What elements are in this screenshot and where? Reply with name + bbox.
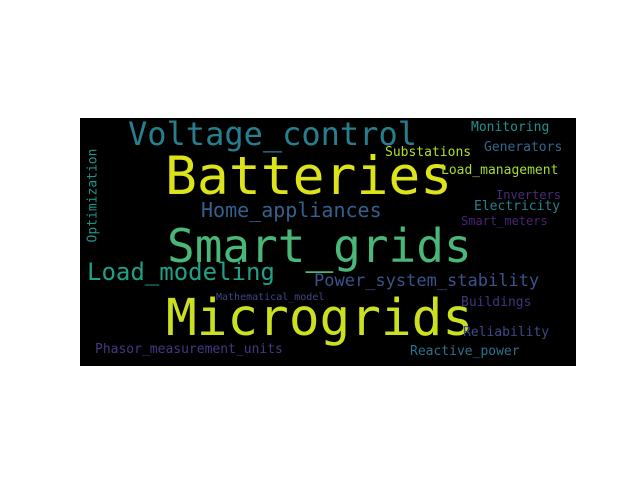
word-generators: Generators: [484, 140, 563, 155]
word-mathematical-model: Mathematical_model: [216, 292, 325, 303]
word-buildings: Buildings: [461, 295, 532, 310]
word-load-modeling: Load_modeling: [87, 258, 275, 286]
word-voltage-control: Voltage_control: [128, 118, 417, 153]
word-optimization: Optimization: [85, 148, 101, 243]
word-substations: Substations: [385, 145, 472, 160]
word-reactive-power: Reactive_power: [410, 344, 520, 359]
word-phasor-measurement-units: Phasor_measurement_units: [95, 342, 283, 357]
word-power-system-stability: Power_system_stability: [314, 271, 540, 291]
word-batteries: Batteries: [165, 146, 453, 207]
word-home-appliances: Home_appliances: [201, 198, 382, 222]
word-electricity: Electricity: [474, 199, 561, 214]
word-load-management: Load_management: [441, 163, 559, 178]
word-smart-grids: Smart_grids: [167, 219, 472, 273]
word-reliability: Reliability: [463, 325, 550, 340]
word-smart-meters: Smart_meters: [461, 214, 548, 228]
word-inverters: Inverters: [496, 188, 562, 202]
word-monitoring: Monitoring: [471, 120, 550, 135]
word-microgrids: Microgrids: [166, 289, 474, 348]
word-cloud: Smart_grids Microgrids Batteries Voltage…: [80, 118, 576, 366]
